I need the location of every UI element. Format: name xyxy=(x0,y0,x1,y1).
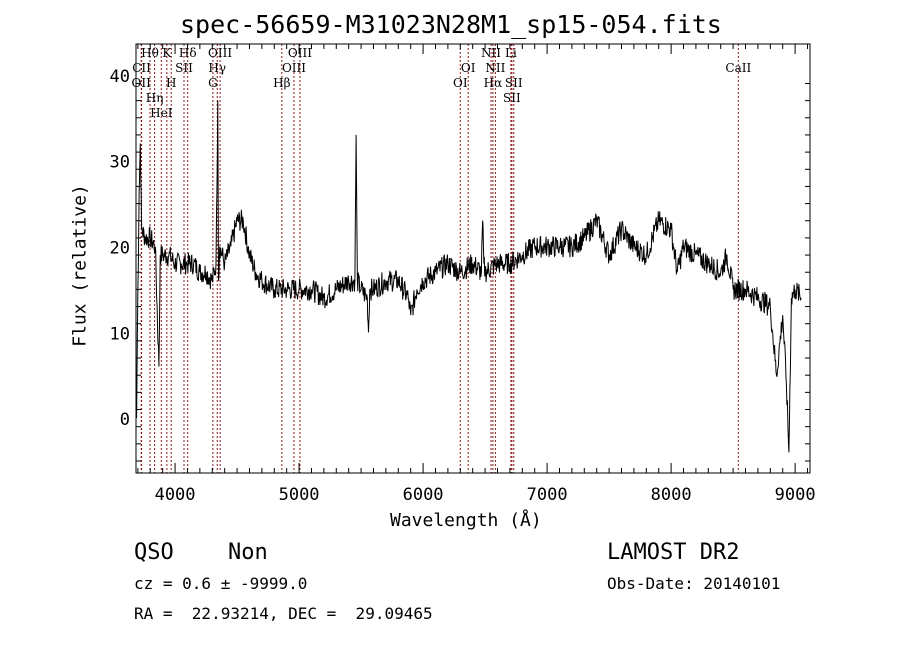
line-label: CII xyxy=(132,61,151,75)
line-label: SII xyxy=(505,76,523,90)
line-label: G xyxy=(208,76,218,90)
x-tick-label: 8000 xyxy=(651,485,692,505)
line-label: HeI xyxy=(150,106,173,120)
line-label: OI xyxy=(461,61,476,75)
chart-title: spec-56659-M31023N28M1_sp15-054.fits xyxy=(180,10,722,39)
line-label: Hθ xyxy=(141,46,159,60)
line-label: OI xyxy=(453,76,468,90)
subclass-label: Non xyxy=(228,540,268,565)
y-tick-label: 20 xyxy=(110,238,130,258)
x-tick-label: 9000 xyxy=(775,485,816,505)
x-tick-label: 7000 xyxy=(527,485,568,505)
x-tick-label: 5000 xyxy=(279,485,320,505)
x-tick-label: 4000 xyxy=(155,485,196,505)
line-label: OIII xyxy=(288,46,312,60)
spectrum-line xyxy=(136,100,802,453)
obs-date-label: Obs-Date: 20140101 xyxy=(607,574,781,593)
redshift-label: cz = 0.6 ± -9999.0 xyxy=(134,574,308,593)
y-tick-label: 40 xyxy=(110,67,130,87)
survey-label: LAMOST DR2 xyxy=(607,540,740,565)
coords-label: RA = 22.93214, DEC = 29.09465 xyxy=(134,604,433,623)
class-label: QSO xyxy=(134,540,174,565)
y-tick-label: 10 xyxy=(110,324,130,344)
x-axis-label: Wavelength (Å) xyxy=(390,510,542,531)
line-label: H xyxy=(166,76,176,90)
line-label: Hβ xyxy=(273,76,290,90)
line-label: OIII xyxy=(282,61,306,75)
line-label: NII xyxy=(481,46,501,60)
y-tick-label: 0 xyxy=(120,410,130,430)
line-label: K xyxy=(162,46,172,60)
line-label: Hα xyxy=(484,76,503,90)
line-label: SII xyxy=(175,61,193,75)
y-axis-label: Flux (relative) xyxy=(69,184,91,347)
x-tick-label: 6000 xyxy=(403,485,444,505)
line-label: Li xyxy=(505,46,517,60)
line-label: Hδ xyxy=(179,46,197,60)
y-tick-label: 30 xyxy=(110,153,130,173)
line-label: OIII xyxy=(208,46,232,60)
line-label: CaII xyxy=(725,61,751,75)
line-label: NII xyxy=(485,61,505,75)
line-label: SII xyxy=(503,91,521,105)
line-label: Hη xyxy=(146,91,164,105)
line-label: OII xyxy=(132,76,152,90)
line-label: Hγ xyxy=(208,61,226,75)
